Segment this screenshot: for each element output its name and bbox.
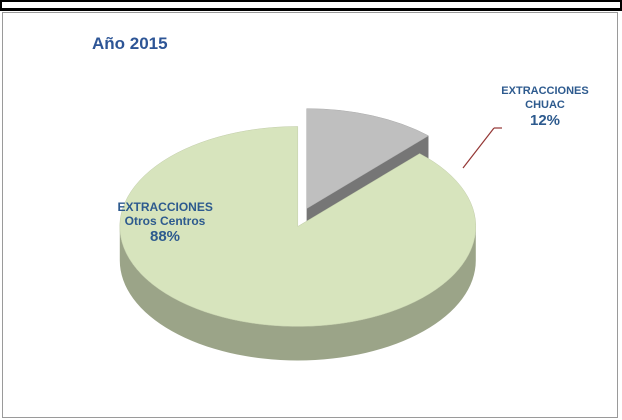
value-label: 12% bbox=[529, 112, 561, 129]
pie-slice bbox=[306, 108, 429, 210]
window-frame bbox=[0, 0, 622, 11]
leader-line bbox=[462, 127, 495, 169]
category-label: EXTRACCIONES CHUAC bbox=[501, 85, 589, 111]
value-label: 88% bbox=[149, 228, 181, 245]
pie-slice bbox=[119, 126, 477, 327]
pie bbox=[119, 108, 477, 361]
chart-title: Año 2015 bbox=[92, 34, 168, 53]
data-label: EXTRACCIONES CHUAC 12% bbox=[485, 84, 605, 130]
category-label: EXTRACCIONES Otros Centros bbox=[117, 200, 213, 228]
chart-panel bbox=[2, 12, 618, 418]
slice-side bbox=[119, 226, 476, 361]
data-label: EXTRACCIONES Otros Centros 88% bbox=[105, 200, 225, 246]
